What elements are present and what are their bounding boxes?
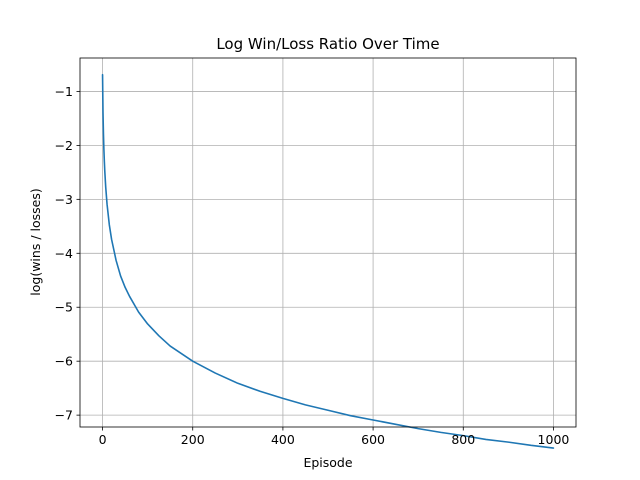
x-tick-label: 600 xyxy=(361,432,385,447)
y-tick-label: −2 xyxy=(55,138,73,153)
y-tick-label: −6 xyxy=(55,354,73,369)
series-layer xyxy=(101,73,555,449)
y-tick-label: −7 xyxy=(55,408,73,423)
x-tick-label: 1000 xyxy=(538,432,570,447)
y-tick-label: −1 xyxy=(55,84,73,99)
chart-title: Log Win/Loss Ratio Over Time xyxy=(216,35,439,53)
plot-frame xyxy=(79,57,577,428)
y-axis-label: log(wins / losses) xyxy=(28,188,43,295)
grid xyxy=(80,58,576,427)
x-tick-label: 800 xyxy=(451,432,475,447)
x-tick-label: 400 xyxy=(271,432,295,447)
y-tick-label: −4 xyxy=(55,246,73,261)
x-axis-label: Episode xyxy=(303,455,352,470)
y-tick-label: −5 xyxy=(55,300,73,315)
x-axis: 0 200 400 600 800 1000 xyxy=(99,427,570,447)
y-tick-label: −3 xyxy=(55,192,73,207)
x-tick-label: 200 xyxy=(181,432,205,447)
series-line-0 xyxy=(101,73,555,449)
y-axis: −1 −2 −3 −4 −5 −6 −7 xyxy=(55,84,80,423)
x-tick-label: 0 xyxy=(99,432,107,447)
